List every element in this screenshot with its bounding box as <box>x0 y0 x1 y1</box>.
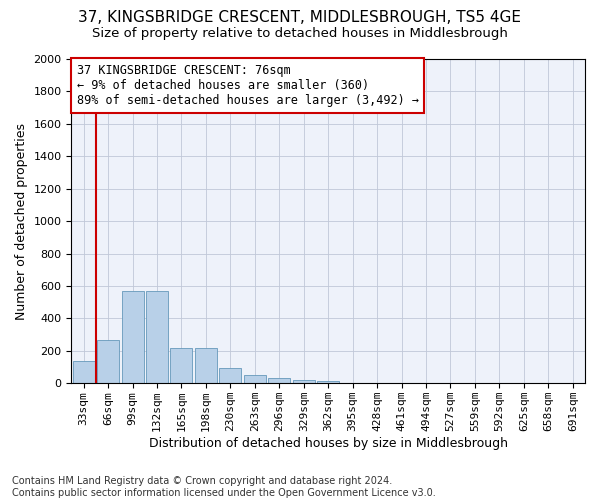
Text: 37, KINGSBRIDGE CRESCENT, MIDDLESBROUGH, TS5 4GE: 37, KINGSBRIDGE CRESCENT, MIDDLESBROUGH,… <box>79 10 521 25</box>
Bar <box>293 380 315 384</box>
Bar <box>268 378 290 384</box>
Bar <box>122 291 143 384</box>
Bar <box>146 291 168 384</box>
Bar <box>317 381 339 384</box>
Text: Contains HM Land Registry data © Crown copyright and database right 2024.
Contai: Contains HM Land Registry data © Crown c… <box>12 476 436 498</box>
Text: Size of property relative to detached houses in Middlesbrough: Size of property relative to detached ho… <box>92 28 508 40</box>
Bar <box>220 368 241 384</box>
Bar <box>73 360 95 384</box>
Text: 37 KINGSBRIDGE CRESCENT: 76sqm
← 9% of detached houses are smaller (360)
89% of : 37 KINGSBRIDGE CRESCENT: 76sqm ← 9% of d… <box>77 64 419 107</box>
X-axis label: Distribution of detached houses by size in Middlesbrough: Distribution of detached houses by size … <box>149 437 508 450</box>
Y-axis label: Number of detached properties: Number of detached properties <box>15 122 28 320</box>
Bar <box>244 375 266 384</box>
Bar <box>170 348 193 384</box>
Bar <box>195 348 217 384</box>
Bar <box>97 340 119 384</box>
